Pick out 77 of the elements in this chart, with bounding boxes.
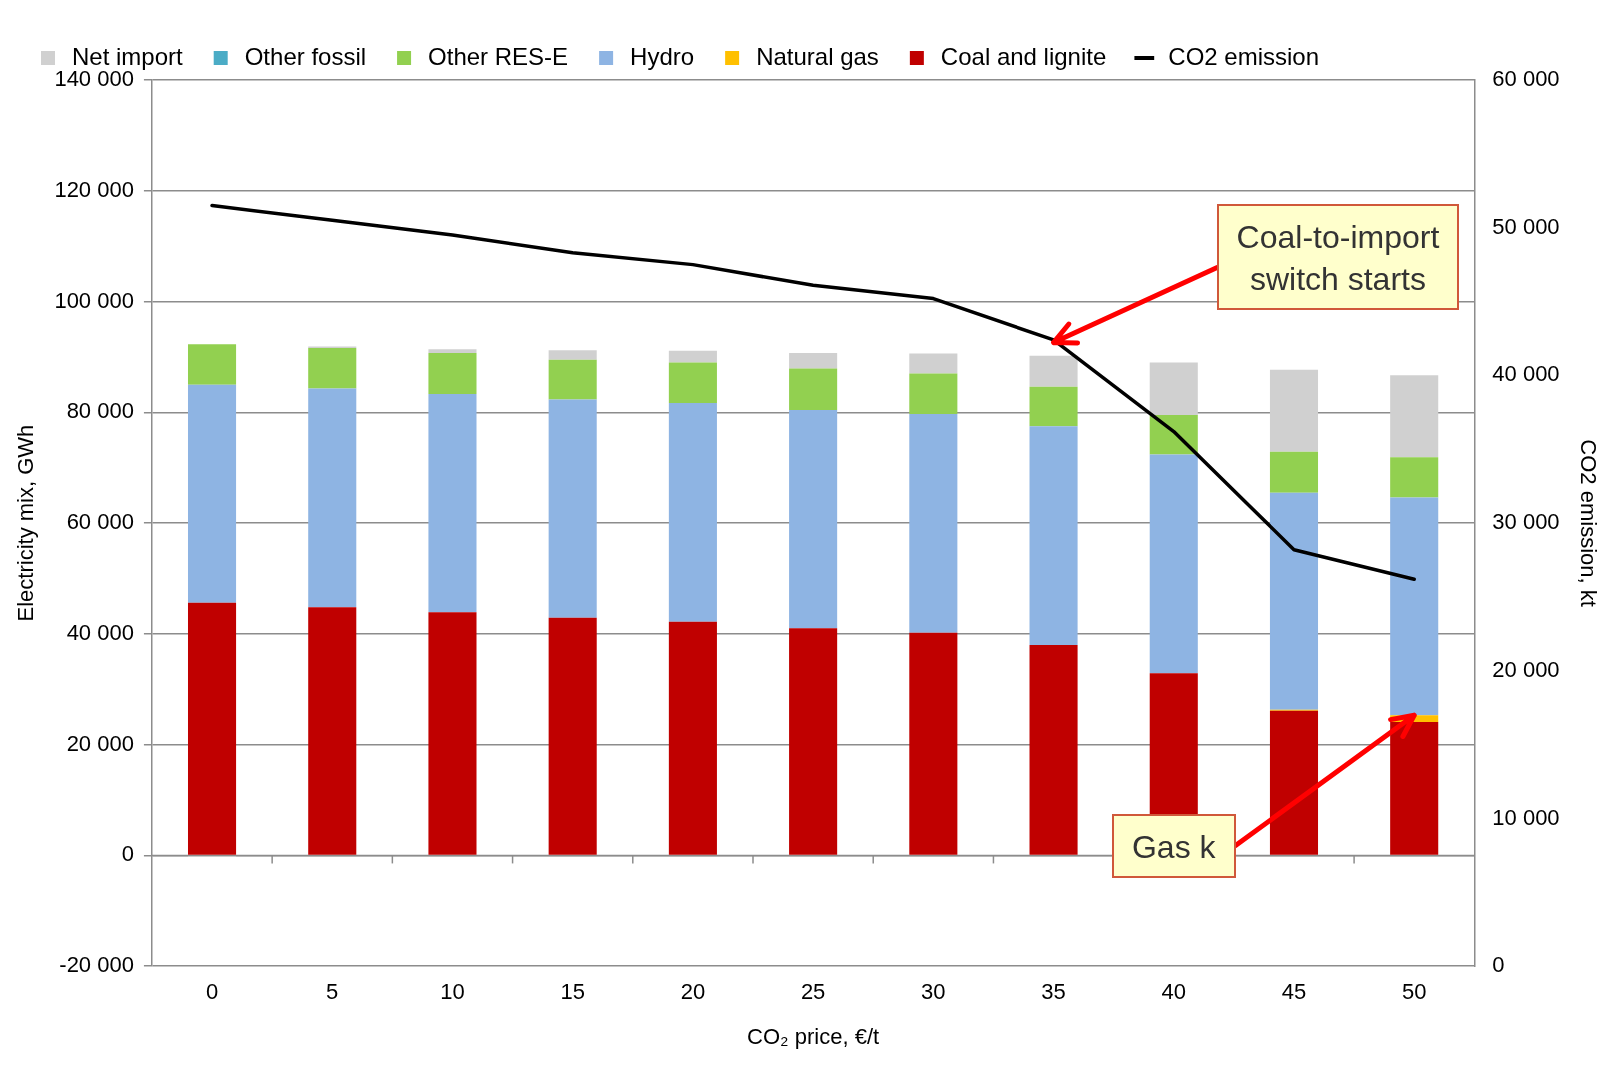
bar xyxy=(789,628,838,855)
bar xyxy=(1269,492,1319,710)
bar xyxy=(909,373,958,414)
bar xyxy=(789,410,838,629)
x-tick-label: 30 xyxy=(921,979,946,1005)
x-tick-label: 50 xyxy=(1401,979,1427,1005)
legend-label: Natural gas xyxy=(756,42,879,70)
bar xyxy=(909,632,958,855)
y2-tick-label: 30 000 xyxy=(1492,509,1560,535)
bar xyxy=(668,350,717,363)
bar xyxy=(1029,355,1078,387)
x-axis-title: CO₂ price, €/t xyxy=(747,1023,880,1049)
bar xyxy=(428,349,477,354)
bar xyxy=(1029,426,1078,645)
y-tick-label: 20 000 xyxy=(66,730,134,756)
y-axis-title: Electricity mix, GWh xyxy=(13,424,39,622)
y2-tick-label: 40 000 xyxy=(1492,361,1560,387)
x-tick-label: 45 xyxy=(1281,979,1307,1005)
bar xyxy=(1390,721,1439,855)
bar xyxy=(1390,457,1439,498)
bar xyxy=(428,612,477,855)
bar xyxy=(668,362,717,403)
y-tick-label: 60 000 xyxy=(66,509,134,535)
bar xyxy=(308,388,357,608)
bar xyxy=(909,413,958,633)
bar xyxy=(668,402,717,622)
bar xyxy=(548,399,597,618)
y-tick-label: 100 000 xyxy=(54,287,134,313)
legend-label: CO2 emission xyxy=(1168,42,1320,70)
bar xyxy=(308,607,357,855)
bar xyxy=(909,353,958,374)
y2-axis-title: CO2 emission, kt xyxy=(1575,439,1601,607)
bar xyxy=(308,348,357,389)
legend-label: Other fossil xyxy=(244,42,367,70)
legend-label: Coal and lignite xyxy=(940,42,1107,70)
bar xyxy=(187,344,237,385)
x-tick-label: 5 xyxy=(326,979,339,1005)
bar xyxy=(187,602,237,855)
y-tick-label: 0 xyxy=(121,841,134,867)
bar xyxy=(548,350,597,360)
legend-label: Hydro xyxy=(630,42,695,70)
legend-label: Other RES-E xyxy=(428,42,569,70)
x-tick-label: 15 xyxy=(560,979,585,1005)
y2-tick-label: 10 000 xyxy=(1492,804,1560,830)
y2-tick-label: 20 000 xyxy=(1492,656,1560,682)
x-tick-label: 25 xyxy=(800,979,826,1005)
bar xyxy=(1269,451,1319,493)
bar xyxy=(1390,375,1439,458)
y-tick-label: 120 000 xyxy=(54,176,134,202)
bar xyxy=(428,353,477,395)
x-tick-label: 35 xyxy=(1041,979,1066,1005)
annotation: Gas k xyxy=(1111,813,1236,878)
bar xyxy=(1029,644,1078,855)
bar xyxy=(187,384,237,603)
bar xyxy=(668,621,717,855)
bar xyxy=(428,394,477,613)
x-tick-label: 10 xyxy=(440,979,465,1005)
bar xyxy=(548,359,597,400)
x-tick-label: 40 xyxy=(1161,979,1187,1005)
annotation: Coal-to-import switch starts xyxy=(1216,204,1460,311)
y2-tick-label: 60 000 xyxy=(1492,66,1560,92)
bar xyxy=(1390,497,1439,716)
bar xyxy=(1269,369,1319,452)
bar xyxy=(789,368,838,411)
x-tick-label: 0 xyxy=(205,979,219,1005)
y2-tick-label: 0 xyxy=(1492,952,1505,978)
x-tick-label: 20 xyxy=(680,979,706,1005)
y-tick-label: -20 000 xyxy=(59,952,134,978)
bar xyxy=(1269,710,1319,855)
bar xyxy=(1149,362,1198,416)
y-tick-label: 40 000 xyxy=(66,619,134,645)
y-tick-label: 80 000 xyxy=(66,398,134,424)
y2-tick-label: 50 000 xyxy=(1492,213,1560,239)
bar xyxy=(548,617,597,855)
bar xyxy=(1029,386,1078,427)
bar xyxy=(789,353,838,369)
bar xyxy=(1149,454,1198,674)
